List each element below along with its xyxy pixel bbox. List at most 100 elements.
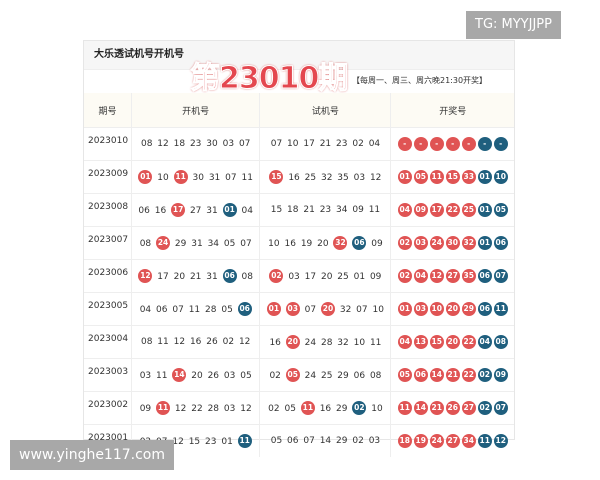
back-ball: 07 bbox=[493, 269, 508, 283]
table-row: 2023008 06 16 17 27 31 01 04 15 18 21 23 … bbox=[84, 193, 514, 227]
watermark-bottom: www.yinghe117.com bbox=[10, 440, 175, 470]
number: 12 bbox=[240, 403, 252, 414]
header-period: 期号 bbox=[84, 93, 132, 128]
draw-schedule: 【每周一、周三、周六晚21:30开奖】 bbox=[352, 76, 488, 85]
draw-cell: 01 03 10 20 29 06 11 bbox=[390, 292, 514, 326]
highlight-ball: 24 bbox=[156, 236, 171, 250]
front-ball: 30 bbox=[445, 236, 460, 250]
number: 17 bbox=[304, 271, 317, 282]
front-ball: 21 bbox=[445, 368, 460, 382]
number: 20 bbox=[173, 271, 186, 282]
front-ball: 09 bbox=[413, 203, 428, 217]
front-ball: 22 bbox=[445, 203, 460, 217]
front-ball: 17 bbox=[429, 203, 444, 217]
highlight-ball: 02 bbox=[352, 401, 367, 415]
kaiji-cell: 08 11 12 16 26 02 12 bbox=[131, 325, 261, 359]
number: 02 bbox=[222, 337, 235, 347]
number: 03 bbox=[223, 403, 236, 414]
back-ball: 04 bbox=[477, 335, 492, 349]
table-row: 2023007 08 24 29 31 34 05 07 10 16 19 20 … bbox=[84, 226, 514, 260]
table-row: 2023010 08 12 18 23 30 03 07 07 10 17 21 … bbox=[84, 127, 514, 161]
shiji-cell: 16 20 24 28 32 10 11 bbox=[259, 325, 392, 359]
number: 30 bbox=[192, 172, 204, 183]
front-ball: 03 bbox=[413, 302, 428, 316]
period-cell: 2023002 bbox=[84, 391, 132, 425]
back-ball: 02 bbox=[477, 401, 492, 415]
front-ball: 15 bbox=[445, 170, 460, 184]
number: 15 bbox=[270, 205, 283, 215]
number: 12 bbox=[172, 436, 184, 447]
back-ball: 12 bbox=[493, 434, 508, 448]
back-ball: - bbox=[477, 137, 492, 151]
watermark-top: TG: MYYJJPP bbox=[466, 11, 561, 39]
number: 22 bbox=[191, 403, 203, 414]
number: 29 bbox=[336, 403, 348, 414]
number: 03 bbox=[368, 436, 381, 446]
shiji-cell: 02 05 11 16 29 02 10 bbox=[259, 391, 392, 425]
draw-cell: 02 04 12 27 35 06 07 bbox=[390, 259, 514, 293]
kaiji-cell: 04 06 07 11 28 05 06 bbox=[131, 292, 261, 326]
highlight-ball: 11 bbox=[156, 401, 171, 415]
front-ball: 05 bbox=[413, 170, 428, 184]
number: 06 bbox=[287, 436, 299, 446]
number: 11 bbox=[368, 205, 381, 215]
kaiji-cell: 01 10 11 30 31 07 11 bbox=[131, 160, 261, 194]
number: 28 bbox=[205, 304, 217, 315]
front-ball: 06 bbox=[413, 368, 428, 382]
front-ball: 13 bbox=[413, 335, 428, 349]
front-ball: 10 bbox=[429, 302, 444, 316]
front-ball: 01 bbox=[397, 170, 412, 184]
number: 12 bbox=[174, 403, 187, 414]
highlight-ball: 20 bbox=[320, 302, 335, 316]
number: 16 bbox=[154, 205, 167, 216]
highlight-ball: 06 bbox=[237, 302, 252, 316]
period-cell: 2023008 bbox=[84, 193, 132, 227]
number: 11 bbox=[369, 337, 382, 348]
number: 10 bbox=[353, 337, 366, 348]
shiji-cell: 02 05 24 25 29 06 08 bbox=[259, 358, 392, 392]
back-ball: 05 bbox=[493, 203, 508, 217]
kaiji-cell: 03 11 14 20 26 03 05 bbox=[131, 358, 261, 392]
number: 23 bbox=[205, 436, 217, 447]
number: 06 bbox=[353, 370, 366, 381]
number: 19 bbox=[300, 238, 313, 249]
number: 27 bbox=[189, 205, 202, 216]
back-ball: 06 bbox=[477, 302, 492, 316]
highlight-ball: 02 bbox=[269, 269, 284, 283]
number: 08 bbox=[140, 337, 153, 347]
highlight-ball: 17 bbox=[171, 203, 186, 217]
front-ball: 32 bbox=[461, 236, 476, 250]
number: 25 bbox=[337, 271, 349, 282]
number: 23 bbox=[319, 205, 332, 215]
number: 16 bbox=[288, 172, 300, 183]
number: 29 bbox=[336, 436, 348, 446]
back-ball: 01 bbox=[477, 203, 492, 217]
table-row: 2023006 12 17 20 21 31 06 08 02 03 17 20 … bbox=[84, 259, 514, 293]
number: 18 bbox=[287, 205, 299, 215]
number: 16 bbox=[284, 238, 296, 249]
number: 09 bbox=[371, 238, 383, 249]
kaiji-cell: 12 17 20 21 31 06 08 bbox=[131, 259, 261, 293]
back-ball: 01 bbox=[477, 236, 492, 250]
number: 08 bbox=[241, 271, 253, 282]
number: 10 bbox=[157, 172, 169, 183]
number: 09 bbox=[369, 271, 382, 282]
front-ball: 05 bbox=[397, 368, 412, 382]
number: 06 bbox=[156, 304, 168, 315]
number: 10 bbox=[287, 139, 299, 149]
highlight-ball: 06 bbox=[352, 236, 367, 250]
front-ball: 02 bbox=[397, 269, 412, 283]
period-cell: 2023010 bbox=[84, 127, 132, 161]
number: 10 bbox=[268, 238, 280, 249]
table-row: 2023004 08 11 12 16 26 02 12 16 20 24 28 … bbox=[84, 325, 514, 359]
front-ball: 35 bbox=[461, 269, 476, 283]
number: 31 bbox=[191, 238, 203, 249]
highlight-ball: 01 bbox=[266, 302, 281, 316]
number: 11 bbox=[157, 337, 169, 347]
back-ball: 11 bbox=[493, 302, 508, 316]
number: 12 bbox=[238, 337, 251, 347]
front-ball: 24 bbox=[429, 236, 444, 250]
number: 20 bbox=[317, 238, 329, 249]
highlight-ball: 11 bbox=[237, 434, 252, 448]
number: 15 bbox=[188, 436, 201, 447]
